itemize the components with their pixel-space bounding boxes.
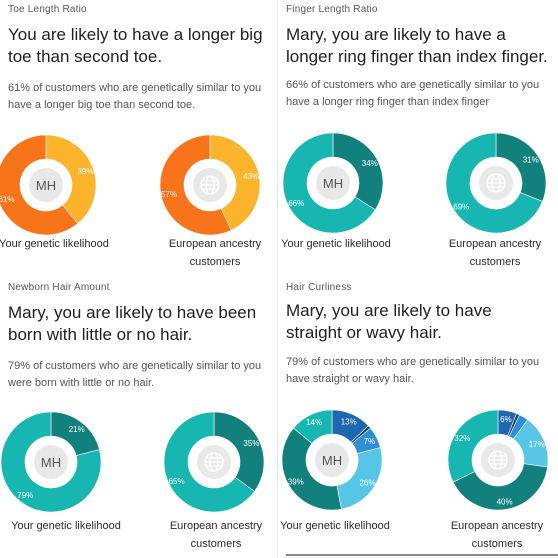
column-divider: [277, 0, 278, 558]
slice-label: 32%: [454, 434, 470, 443]
slice-label: 66%: [288, 199, 304, 208]
avatar-initials: MH: [323, 176, 343, 191]
donut-slice: [163, 411, 255, 513]
slice-label: 34%: [362, 159, 378, 168]
donut-slice: [45, 134, 97, 224]
genetic-likelihood-caption: Your genetic likelihood: [0, 238, 109, 250]
donut-slice: [0, 134, 79, 236]
donut-chart: 34% 66% MH: [282, 132, 384, 234]
donut-slice: [213, 411, 265, 492]
trait-card-toe-length[interactable]: Toe Length Ratio You are likely to have …: [0, 0, 278, 278]
trait-headline: You are likely to have a longer big toe …: [8, 25, 263, 66]
avatar: [29, 168, 63, 202]
donut-chart: 35% 65%: [163, 411, 265, 513]
donut-slice: [445, 132, 543, 234]
ancestry-caption: European ancestry customers: [169, 520, 263, 550]
ancestry-caption: European ancestry customers: [448, 238, 542, 268]
avatar-initials: MH: [41, 455, 61, 470]
trait-card-finger-length[interactable]: Finger Length Ratio Mary, you are likely…: [278, 0, 558, 278]
slice-label: 69%: [453, 203, 469, 212]
slice-label: 13%: [341, 418, 357, 427]
donut-slice: [0, 411, 102, 513]
slice-label: 39%: [77, 167, 93, 176]
slice-label: 21%: [69, 425, 85, 434]
trait-category: Toe Length Ratio: [8, 4, 87, 15]
slice-label: 31%: [523, 155, 539, 164]
bottom-divider: [286, 554, 558, 556]
trait-category: Finger Length Ratio: [286, 4, 378, 15]
avatar: [34, 445, 68, 479]
genetic-likelihood-donut: 21% 79% MH: [0, 408, 105, 516]
donut-slice: [159, 134, 232, 236]
genetic-likelihood-caption: Your genetic likelihood: [11, 520, 121, 532]
ancestry-donut: 43% 57%: [156, 131, 264, 239]
slice-label: 17%: [529, 440, 545, 449]
avatar-initials: MH: [322, 453, 342, 468]
globe-icon: [200, 175, 220, 195]
donut-chart: 39% 61% MH: [0, 134, 97, 236]
slice-label: 43%: [243, 172, 259, 181]
slice-label: 35%: [243, 439, 259, 448]
avatar-initials: MH: [36, 178, 56, 193]
donut-chart: 31% 69%: [445, 132, 547, 234]
genetic-likelihood-donut: 13% 7% 26% 39% 14% MH: [278, 406, 386, 514]
trait-headline: Mary, you are likely to have been born w…: [8, 303, 257, 344]
trait-card-hair-curliness[interactable]: Hair Curliness Mary, you are likely to h…: [278, 278, 558, 558]
donut-chart: 43% 57%: [159, 134, 261, 236]
trait-description: 79% of customers who are genetically sim…: [286, 356, 540, 385]
ancestry-donut: 35% 65%: [160, 408, 268, 516]
trait-category: Hair Curliness: [286, 282, 352, 293]
avatar: [315, 443, 349, 477]
trait-description: 61% of customers who are genetically sim…: [8, 82, 262, 111]
donut-slice: [332, 132, 384, 211]
ancestry-caption: European ancestry customers: [450, 520, 544, 550]
slice-label: 7%: [364, 437, 376, 446]
ancestry-donut: 6% 17% 40% 32%: [444, 406, 552, 514]
trait-headline: Mary, you are likely to have a longer ri…: [286, 25, 548, 66]
donut-chart: 6% 17% 40% 32%: [447, 409, 549, 511]
avatar: [316, 166, 350, 200]
globe-icon: [204, 452, 224, 472]
slice-label: 40%: [497, 498, 513, 507]
slice-label: 61%: [0, 195, 15, 204]
slice-label: 79%: [17, 491, 33, 500]
trait-description: 66% of customers who are genetically sim…: [286, 79, 540, 108]
slice-label: 57%: [161, 190, 177, 199]
genetic-likelihood-caption: Your genetic likelihood: [280, 520, 390, 532]
slice-label: 26%: [359, 479, 375, 488]
genetic-likelihood-donut: 34% 66% MH: [279, 129, 387, 237]
trait-headline: Mary, you are likely to have straight or…: [286, 301, 492, 342]
trait-description: 79% of customers who are genetically sim…: [8, 360, 262, 389]
donut-slice: [281, 427, 342, 511]
slice-label: 6%: [500, 415, 512, 424]
donut-chart: 13% 7% 26% 39% 14% MH: [281, 409, 383, 511]
trait-card-newborn-hair[interactable]: Newborn Hair Amount Mary, you are likely…: [0, 278, 278, 558]
ancestry-caption: European ancestry customers: [168, 238, 262, 268]
donut-slice: [447, 409, 499, 483]
ancestry-donut: 31% 69%: [442, 129, 550, 237]
donut-slice: [495, 132, 547, 202]
slice-label: 39%: [288, 477, 304, 486]
donut-chart: 21% 79% MH: [0, 411, 102, 513]
donut-slice: [282, 132, 376, 234]
donut-slice: [209, 134, 261, 231]
globe-icon: [488, 450, 508, 470]
donut-slice: [452, 463, 548, 511]
slice-label: 65%: [169, 477, 185, 486]
genetic-likelihood-donut: 39% 61% MH: [0, 131, 100, 239]
trait-category: Newborn Hair Amount: [8, 282, 110, 293]
donut-slice: [293, 409, 333, 444]
globe-icon: [486, 173, 506, 193]
slice-label: 14%: [306, 418, 322, 427]
genetic-likelihood-caption: Your genetic likelihood: [281, 238, 391, 250]
